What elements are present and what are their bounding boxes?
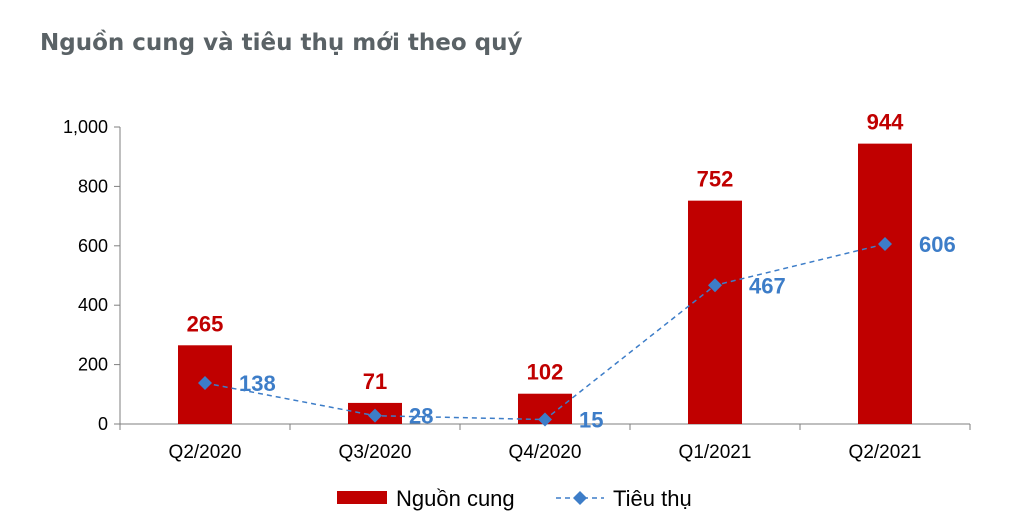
line-value-label: 138 xyxy=(239,371,276,396)
line-point xyxy=(538,412,552,427)
line-value-label: 15 xyxy=(579,408,603,433)
x-tick-label: Q2/2020 xyxy=(169,442,242,463)
line-point xyxy=(198,376,212,391)
legend-swatch-marker xyxy=(573,491,587,505)
bar-value-label: 944 xyxy=(867,110,904,135)
bar xyxy=(688,200,742,424)
data-labels: 265 71 102 752 944 138 28 15 467 606 xyxy=(187,110,956,433)
y-tick-label: 0 xyxy=(98,414,108,434)
line-value-label: 28 xyxy=(409,404,433,429)
y-tick-label: 400 xyxy=(78,295,108,315)
y-tick-label: 1,000 xyxy=(63,117,108,137)
x-tick-label: Q1/2021 xyxy=(679,442,752,463)
line-series xyxy=(198,237,892,427)
line-path xyxy=(204,243,886,421)
legend-label: Tiêu thụ xyxy=(613,486,692,511)
bar-value-label: 102 xyxy=(527,360,564,385)
line-point xyxy=(878,237,892,252)
bar xyxy=(858,143,912,424)
x-axis: Q2/2020 Q3/2020 Q4/2020 Q1/2021 Q2/2021 xyxy=(119,423,971,463)
y-axis: 0 200 400 600 800 1,000 xyxy=(63,117,121,434)
x-tick-label: Q2/2021 xyxy=(849,442,922,463)
legend-label: Nguồn cung xyxy=(396,486,515,511)
bar-value-label: 752 xyxy=(697,167,734,192)
bar-series xyxy=(178,143,912,424)
y-tick-label: 200 xyxy=(78,355,108,375)
line-point xyxy=(708,278,722,293)
line-point xyxy=(368,408,382,423)
bar-value-label: 265 xyxy=(187,311,224,336)
chart-title: Nguồn cung và tiêu thụ mới theo quý xyxy=(40,30,523,56)
x-tick-label: Q4/2020 xyxy=(509,442,582,463)
bar-value-label: 71 xyxy=(363,369,387,394)
y-tick-label: 600 xyxy=(78,236,108,256)
line-value-label: 467 xyxy=(749,273,786,298)
y-tick-label: 800 xyxy=(78,176,108,196)
legend: Nguồn cung Tiêu thụ xyxy=(337,486,692,511)
x-tick-label: Q3/2020 xyxy=(339,442,412,463)
line-value-label: 606 xyxy=(919,232,956,257)
legend-swatch-bar xyxy=(337,491,387,504)
